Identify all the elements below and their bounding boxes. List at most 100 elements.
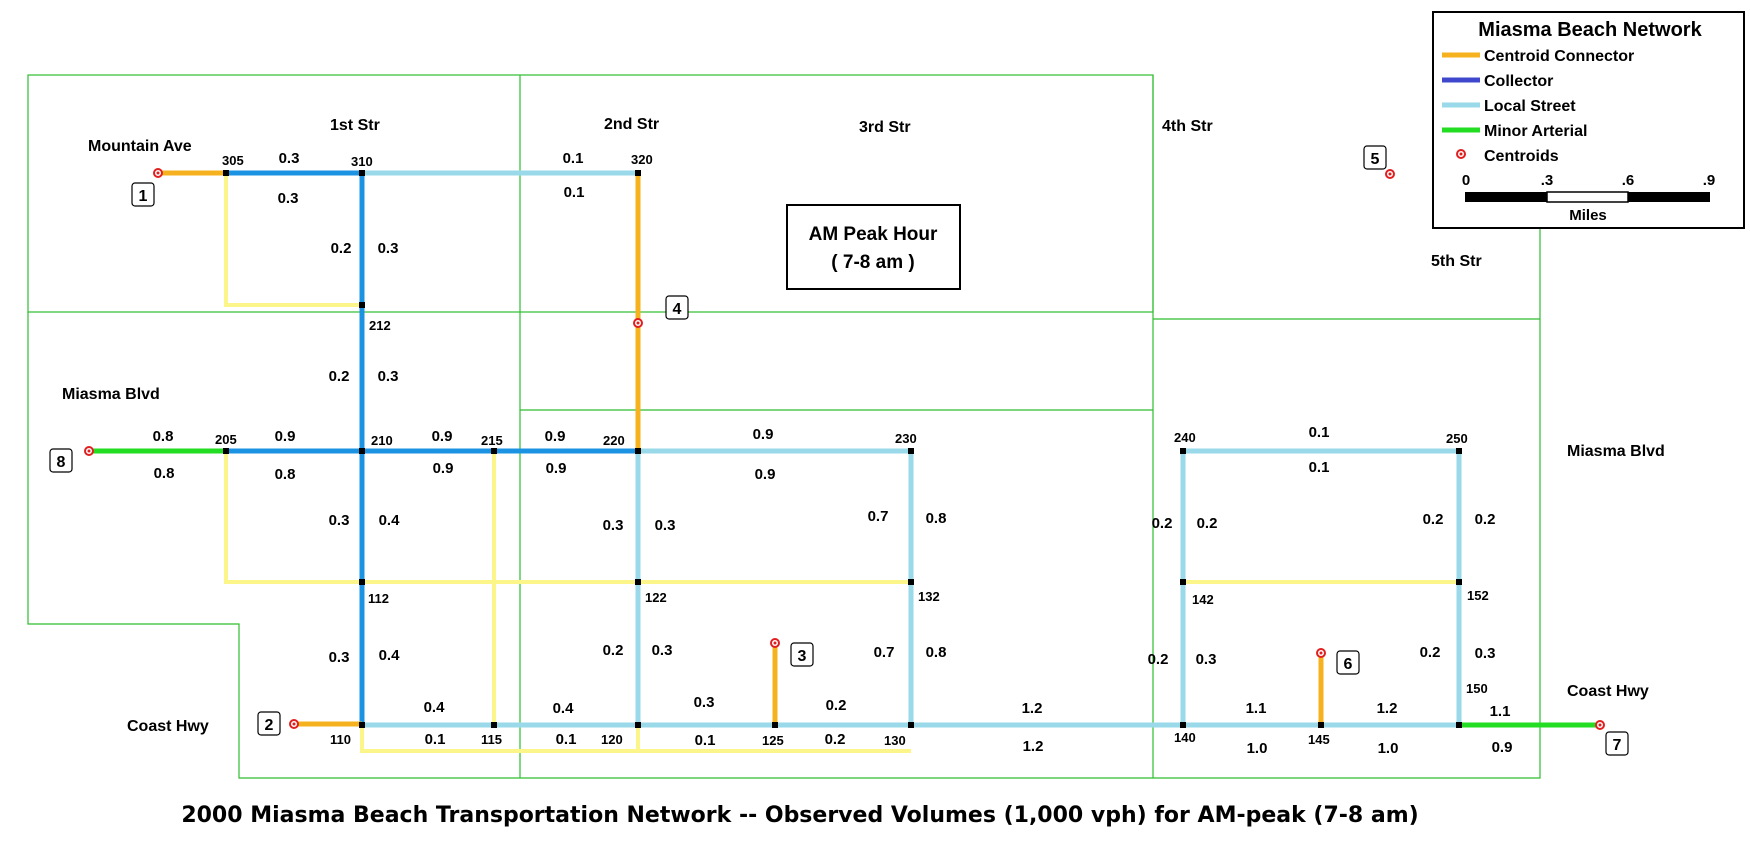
node-label-132: 132 [918, 589, 940, 604]
node-marker [359, 170, 365, 176]
legend-label: Collector [1484, 73, 1553, 90]
node-marker [908, 722, 914, 728]
legend-item-centroid-connector: Centroid Connector [1442, 48, 1634, 65]
zone-labels: 1 2 3 4 5 6 7 8 [49, 145, 1629, 756]
node-marker [1180, 448, 1186, 454]
node-marker [1180, 722, 1186, 728]
volume-label: 0.3 [278, 190, 299, 207]
am-peak-hours: ( 7-8 am ) [831, 252, 914, 273]
zone-number: 4 [673, 301, 682, 318]
volume-label: 0.2 [1420, 644, 1441, 661]
node-label-145: 145 [1308, 732, 1330, 747]
centroid-dot-core [156, 171, 160, 175]
legend-item-minor-arterial: Minor Arterial [1442, 123, 1587, 140]
zone-boundary-north [27, 74, 1154, 313]
volume-label: 0.4 [424, 699, 446, 716]
volume-label: 0.9 [275, 428, 296, 445]
node-label-212: 212 [369, 318, 391, 333]
centroid-dot-core [292, 722, 296, 726]
volume-label: 0.2 [825, 731, 846, 748]
volume-label: 0.1 [564, 184, 585, 201]
volume-label: 0.1 [425, 731, 446, 748]
street-label-3rd: 3rd Str [859, 119, 911, 136]
scale-tick: 0 [1462, 172, 1470, 189]
centroid-dot-core [773, 641, 777, 645]
node-label-205: 205 [215, 432, 237, 447]
node-label-240: 240 [1174, 430, 1196, 445]
node-marker [635, 448, 641, 454]
node-markers [223, 170, 1462, 728]
am-peak-box: AM Peak Hour ( 7-8 am ) [786, 204, 961, 290]
legend: Miasma Beach Network Centroid Connector … [1432, 11, 1745, 229]
node-label-142: 142 [1192, 592, 1214, 607]
node-marker [1180, 579, 1186, 585]
volume-label: 0.4 [553, 700, 575, 717]
node-marker [359, 722, 365, 728]
node-marker [908, 579, 914, 585]
street-label-coast-hwy-west: Coast Hwy [127, 718, 209, 735]
volume-label: 0.8 [153, 428, 174, 445]
path-305-212 [224, 173, 362, 307]
centroid-dot-core [1388, 172, 1392, 176]
street-label-1st: 1st Str [330, 117, 380, 134]
zone-box-8: 8 [49, 448, 73, 473]
node-label-320: 320 [631, 152, 653, 167]
node-marker [635, 579, 641, 585]
volume-label: 0.3 [1196, 651, 1217, 668]
node-label-215: 215 [481, 433, 503, 448]
node-marker [359, 579, 365, 585]
volume-label: 0.2 [1148, 651, 1169, 668]
volume-label: 0.2 [1475, 511, 1496, 528]
volume-label: 0.3 [603, 517, 624, 534]
volume-label: 0.3 [655, 517, 676, 534]
volume-label: 0.1 [695, 732, 716, 749]
zone-boundary-south [27, 219, 1541, 779]
zone-number: 7 [1613, 737, 1622, 754]
volume-label: 0.1 [556, 731, 577, 748]
collectors [226, 170, 638, 725]
volume-label: 1.0 [1247, 740, 1268, 757]
legend-title: Miasma Beach Network [1478, 19, 1702, 41]
legend-label: Centroid Connector [1484, 48, 1634, 65]
street-label-mountain-ave: Mountain Ave [88, 138, 192, 155]
street-label-4th: 4th Str [1162, 118, 1213, 135]
volume-label: 0.9 [545, 428, 566, 445]
node-label-310: 310 [351, 154, 373, 169]
volume-label: 0.2 [1152, 515, 1173, 532]
street-label-2nd: 2nd Str [604, 116, 659, 133]
node-marker [1456, 722, 1462, 728]
volume-label: 1.2 [1023, 738, 1044, 755]
volume-label: 0.3 [279, 150, 300, 167]
volume-label: 1.2 [1022, 700, 1043, 717]
centroid-dot-core [87, 449, 91, 453]
volume-label: 0.2 [331, 240, 352, 257]
zone-box-7: 7 [1605, 731, 1629, 756]
node-marker [223, 448, 229, 454]
volume-label: 0.2 [329, 368, 350, 385]
centroid-connectors [158, 170, 1324, 727]
legend-item-local-street: Local Street [1442, 98, 1576, 115]
zone-number: 8 [57, 454, 66, 471]
legend-label: Local Street [1484, 98, 1576, 115]
volume-label: 1.0 [1378, 740, 1399, 757]
volume-label: 1.1 [1490, 703, 1511, 720]
legend-item-centroids: Centroids [1456, 148, 1559, 165]
minor-arterials [89, 448, 1600, 728]
zone-number: 6 [1344, 656, 1353, 673]
street-label-miasma-blvd-west: Miasma Blvd [62, 386, 160, 403]
volume-label: 0.9 [753, 426, 774, 443]
node-label-230: 230 [895, 431, 917, 446]
node-label-120: 120 [601, 732, 623, 747]
path-205-132 [224, 451, 911, 584]
volume-label: 0.3 [694, 694, 715, 711]
node-marker [223, 170, 229, 176]
volume-label: 0.3 [329, 649, 350, 666]
node-label-152: 152 [1467, 588, 1489, 603]
volume-label: 0.9 [432, 428, 453, 445]
node-label-115: 115 [481, 732, 502, 747]
volume-label: 0.9 [1492, 739, 1513, 756]
node-marker [1318, 722, 1324, 728]
legend-label: Minor Arterial [1484, 123, 1587, 140]
zone-number: 1 [139, 188, 148, 205]
